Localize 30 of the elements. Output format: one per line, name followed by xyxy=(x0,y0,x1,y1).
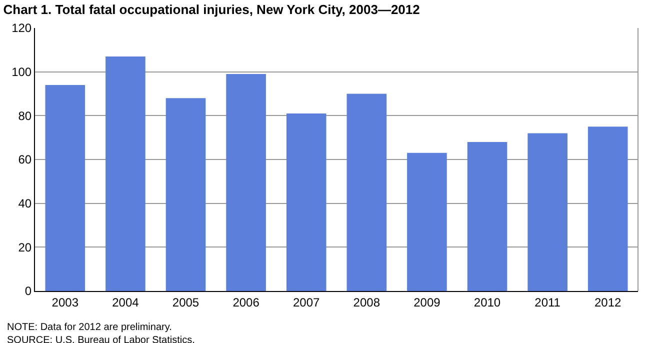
bar xyxy=(407,152,447,291)
source-note: SOURCE: U.S. Bureau of Labor Statistics. xyxy=(7,335,195,343)
x-tick-label: 2011 xyxy=(534,295,561,310)
y-tick-label: 40 xyxy=(18,196,32,211)
y-tick-label: 0 xyxy=(24,284,32,298)
x-tick-label: 2009 xyxy=(414,295,441,310)
x-tick-label: 2008 xyxy=(353,295,380,310)
chart-title: Chart 1. Total fatal occupational injuries, New York City, 2003—2012 xyxy=(3,2,420,18)
y-tick-label: 100 xyxy=(12,65,32,80)
x-tick-label: 2012 xyxy=(594,295,622,310)
x-tick-label: 2006 xyxy=(232,295,260,310)
text: NOTE: Data for 2012 are preliminary. xyxy=(7,322,172,333)
x-tick-label: 2007 xyxy=(293,295,320,310)
x-tick-label: 2004 xyxy=(112,295,140,310)
x-tick-label: 2003 xyxy=(52,295,79,310)
x-tick-label: 2010 xyxy=(474,295,501,310)
bar xyxy=(166,98,206,291)
bar xyxy=(588,126,628,291)
x-tick-label: 2005 xyxy=(172,295,200,310)
y-tick-label: 80 xyxy=(18,108,32,123)
bar xyxy=(467,142,508,291)
bar xyxy=(226,74,266,291)
bar xyxy=(346,94,387,291)
bar xyxy=(45,84,86,291)
bar xyxy=(106,56,146,291)
y-tick-label: 20 xyxy=(18,240,32,254)
y-tick-label: 120 xyxy=(12,21,32,36)
bar xyxy=(528,133,568,291)
bar xyxy=(286,113,326,291)
y-tick-label: 60 xyxy=(18,152,32,167)
